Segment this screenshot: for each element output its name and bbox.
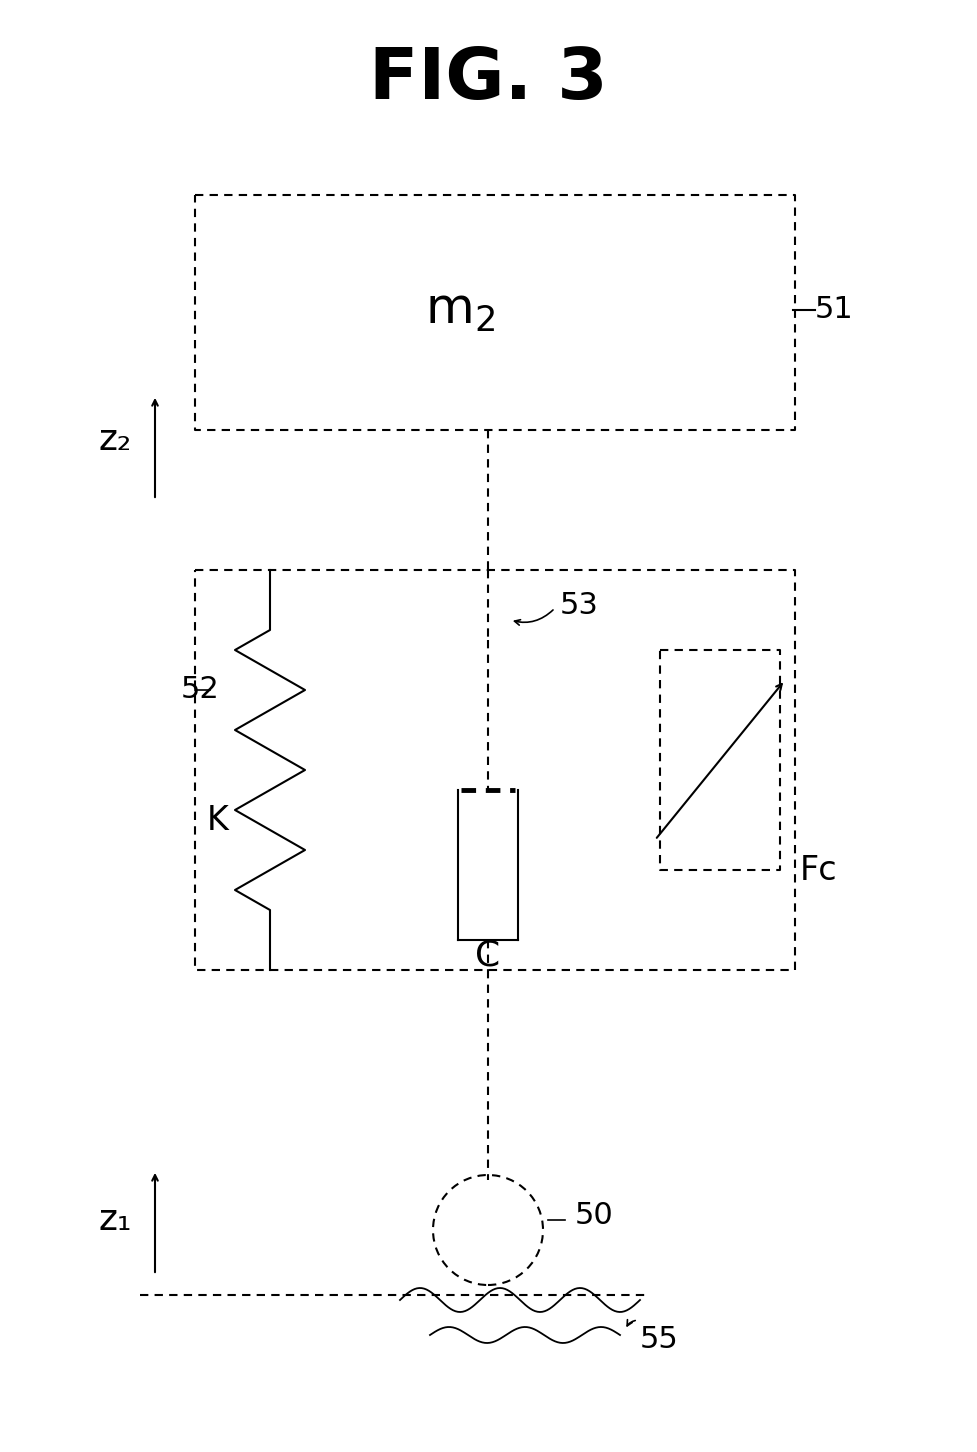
Text: 55: 55 bbox=[640, 1326, 679, 1355]
Text: 50: 50 bbox=[575, 1201, 614, 1230]
Text: z₁: z₁ bbox=[99, 1204, 132, 1237]
Text: Fc: Fc bbox=[800, 854, 837, 887]
Text: z₂: z₂ bbox=[99, 423, 132, 457]
Text: K: K bbox=[207, 803, 229, 836]
Text: FIG. 3: FIG. 3 bbox=[368, 45, 608, 115]
Text: C: C bbox=[476, 938, 500, 971]
Text: 53: 53 bbox=[560, 591, 599, 620]
Text: m$_2$: m$_2$ bbox=[425, 286, 495, 334]
Text: 52: 52 bbox=[181, 675, 220, 704]
Text: 51: 51 bbox=[815, 296, 854, 324]
